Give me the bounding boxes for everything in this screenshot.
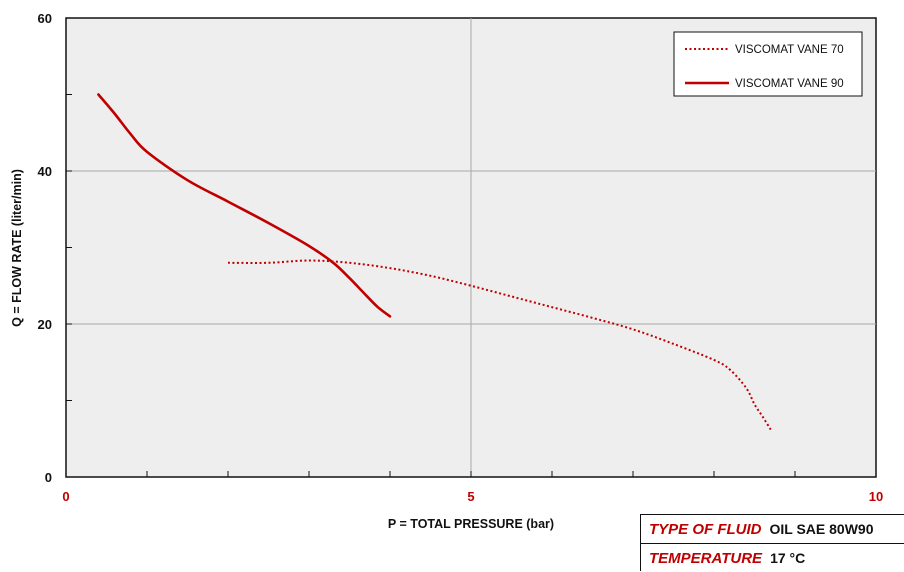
legend: VISCOMAT VANE 70 VISCOMAT VANE 90 [673,31,863,97]
y-tick-label: 60 [38,11,52,26]
fluid-type-row: TYPE OF FLUID OIL SAE 80W90 [641,515,904,543]
temperature-row: TEMPERATURE 17 °C [641,543,904,572]
legend-label-vane-90: VISCOMAT VANE 90 [735,78,844,90]
series-line-vane-70 [227,259,772,431]
x-axis-title: P = TOTAL PRESSURE (bar) [388,517,554,531]
temperature-label: TEMPERATURE [649,549,763,567]
y-tick-label: 20 [38,317,52,332]
y-tick-label: 40 [38,164,52,179]
legend-box [673,31,863,97]
series-layer [97,93,772,431]
grid-lines [66,18,876,477]
fluid-type-value: OIL SAE 80W90 [769,521,874,537]
y-tick-labels: 0 20 40 60 [38,11,52,485]
legend-label-vane-70: VISCOMAT VANE 70 [735,44,844,56]
y-tick-label: 0 [45,470,52,485]
x-tick-label: 0 [62,489,69,504]
y-axis-title: Q = FLOW RATE (liter/min) [10,169,24,327]
fluid-info-table: TYPE OF FLUID OIL SAE 80W90 TEMPERATURE … [640,514,904,571]
series-line-vane-90 [97,93,392,318]
x-tick-labels: 0 5 10 [62,489,883,504]
x-tick-label: 5 [467,489,474,504]
temperature-value: 17 °C [770,550,806,566]
minor-tick-marks [66,94,796,477]
fluid-type-label: TYPE OF FLUID [649,520,762,538]
x-tick-label: 10 [869,489,883,504]
